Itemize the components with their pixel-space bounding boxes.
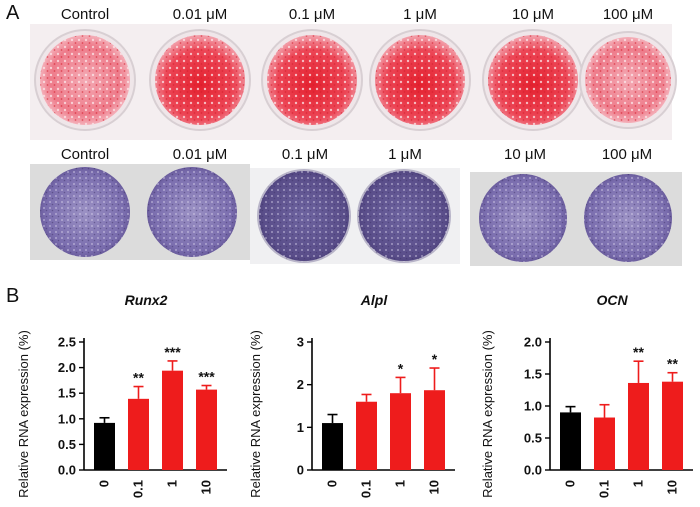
y-tick-label: 0: [297, 463, 304, 478]
bar-1: [162, 370, 183, 470]
alp-label-100: 100 μM: [601, 146, 653, 163]
well-alizarin-control: [34, 29, 136, 131]
x-tick-label: 10: [427, 480, 442, 494]
significance-marker: **: [133, 370, 144, 386]
alp-label-1: 1 μM: [388, 146, 422, 163]
panel-b-label: B: [6, 285, 20, 307]
alpl-chart: Alpl Relative RNA expression (%) 0 1 2 3 0 0.1 *…: [248, 292, 455, 498]
chart-title: OCN: [596, 292, 628, 308]
significance-marker: ***: [198, 369, 215, 385]
chart-title: Alpl: [360, 292, 389, 308]
y-tick-label: 0.5: [524, 431, 542, 446]
runx2-chart: Runx2 Relative RNA expression (%) 0.0 0.5 1.…: [16, 292, 227, 498]
x-tick-label: 1: [631, 480, 646, 487]
x-tick-label: 0: [97, 480, 112, 487]
well-alizarin-0-1: [261, 29, 363, 131]
alizarin-label-1: 1 μM: [403, 6, 437, 23]
alp-labels-row: Control 0.01 μM 0.1 μM 1 μM 10 μM 100 μM: [0, 146, 700, 168]
x-tick-label: 0.1: [359, 480, 374, 498]
alizarin-labels-row: Control 0.01 μM 0.1 μM 1 μM 10 μM 100 μM: [0, 6, 700, 28]
bar-0: [94, 422, 115, 470]
x-tick-label: 0.1: [597, 480, 612, 498]
alp-wells: [30, 164, 682, 266]
bar-0: [322, 423, 343, 470]
y-tick-label: 0.5: [58, 437, 76, 452]
well-alp-10: [479, 174, 567, 262]
alp-label-0-01: 0.01 μM: [172, 146, 228, 163]
significance-marker: *: [432, 351, 438, 367]
y-tick-label: 2.0: [58, 360, 76, 375]
alp-label-0-1: 0.1 μM: [281, 146, 329, 163]
y-tick-label: 2.5: [58, 335, 76, 350]
y-tick-label: 3: [297, 335, 304, 350]
x-tick-label: 10: [665, 480, 680, 494]
y-tick-label: 1.0: [524, 399, 542, 414]
bar-10: [424, 390, 445, 470]
y-tick-label: 2.0: [524, 335, 542, 350]
significance-marker: ***: [164, 344, 181, 360]
x-tick-label: 1: [165, 480, 180, 487]
x-tick-label: 0: [325, 480, 340, 487]
bar-1: [628, 382, 649, 470]
significance-marker: **: [633, 344, 644, 360]
x-tick-label: 10: [199, 480, 214, 494]
well-alizarin-100: [579, 31, 677, 129]
bar-10: [662, 381, 683, 470]
y-axis-label: Relative RNA expression (%): [248, 330, 263, 498]
well-alp-1: [357, 169, 451, 263]
y-tick-label: 1.5: [524, 367, 542, 382]
alizarin-label-0-1: 0.1 μM: [288, 6, 336, 23]
y-tick-label: 1: [297, 420, 304, 435]
well-alp-0-01: [147, 167, 237, 257]
well-alizarin-0-01: [149, 29, 251, 131]
significance-marker: **: [667, 356, 678, 372]
y-tick-label: 0.0: [524, 463, 542, 478]
bar-0.1: [356, 401, 377, 470]
panel-a-label: A: [6, 2, 20, 24]
well-alp-control: [40, 167, 130, 257]
well-alizarin-10: [482, 29, 584, 131]
alizarin-label-0-01: 0.01 μM: [172, 6, 228, 23]
well-alizarin-1: [369, 29, 471, 131]
y-tick-label: 2: [297, 377, 304, 392]
well-alp-100: [584, 174, 672, 262]
bar-0: [560, 412, 581, 470]
y-tick-label: 1.0: [58, 411, 76, 426]
alizarin-red-wells: [30, 24, 677, 140]
x-tick-label: 0.1: [131, 480, 146, 498]
alizarin-label-control: Control: [60, 6, 110, 23]
x-tick-label: 1: [393, 480, 408, 487]
ocn-chart: OCN Relative RNA expression (%) 0.0 0.5 1.0 1…: [480, 292, 693, 498]
bar-0.1: [594, 417, 615, 470]
chart-title: Runx2: [125, 292, 168, 308]
significance-marker: *: [398, 360, 404, 376]
well-alp-0-1: [257, 169, 351, 263]
alizarin-label-10: 10 μM: [512, 6, 554, 23]
y-tick-label: 1.5: [58, 386, 76, 401]
x-tick-label: 0: [563, 480, 578, 487]
bar-0.1: [128, 398, 149, 470]
y-axis-label: Relative RNA expression (%): [16, 330, 31, 498]
alp-label-10: 10 μM: [504, 146, 546, 163]
y-tick-label: 0.0: [58, 463, 76, 478]
bar-1: [390, 393, 411, 470]
y-axis-label: Relative RNA expression (%): [480, 330, 495, 498]
alp-label-control: Control: [60, 146, 110, 163]
alizarin-label-100: 100 μM: [602, 6, 654, 23]
bar-10: [196, 389, 217, 470]
